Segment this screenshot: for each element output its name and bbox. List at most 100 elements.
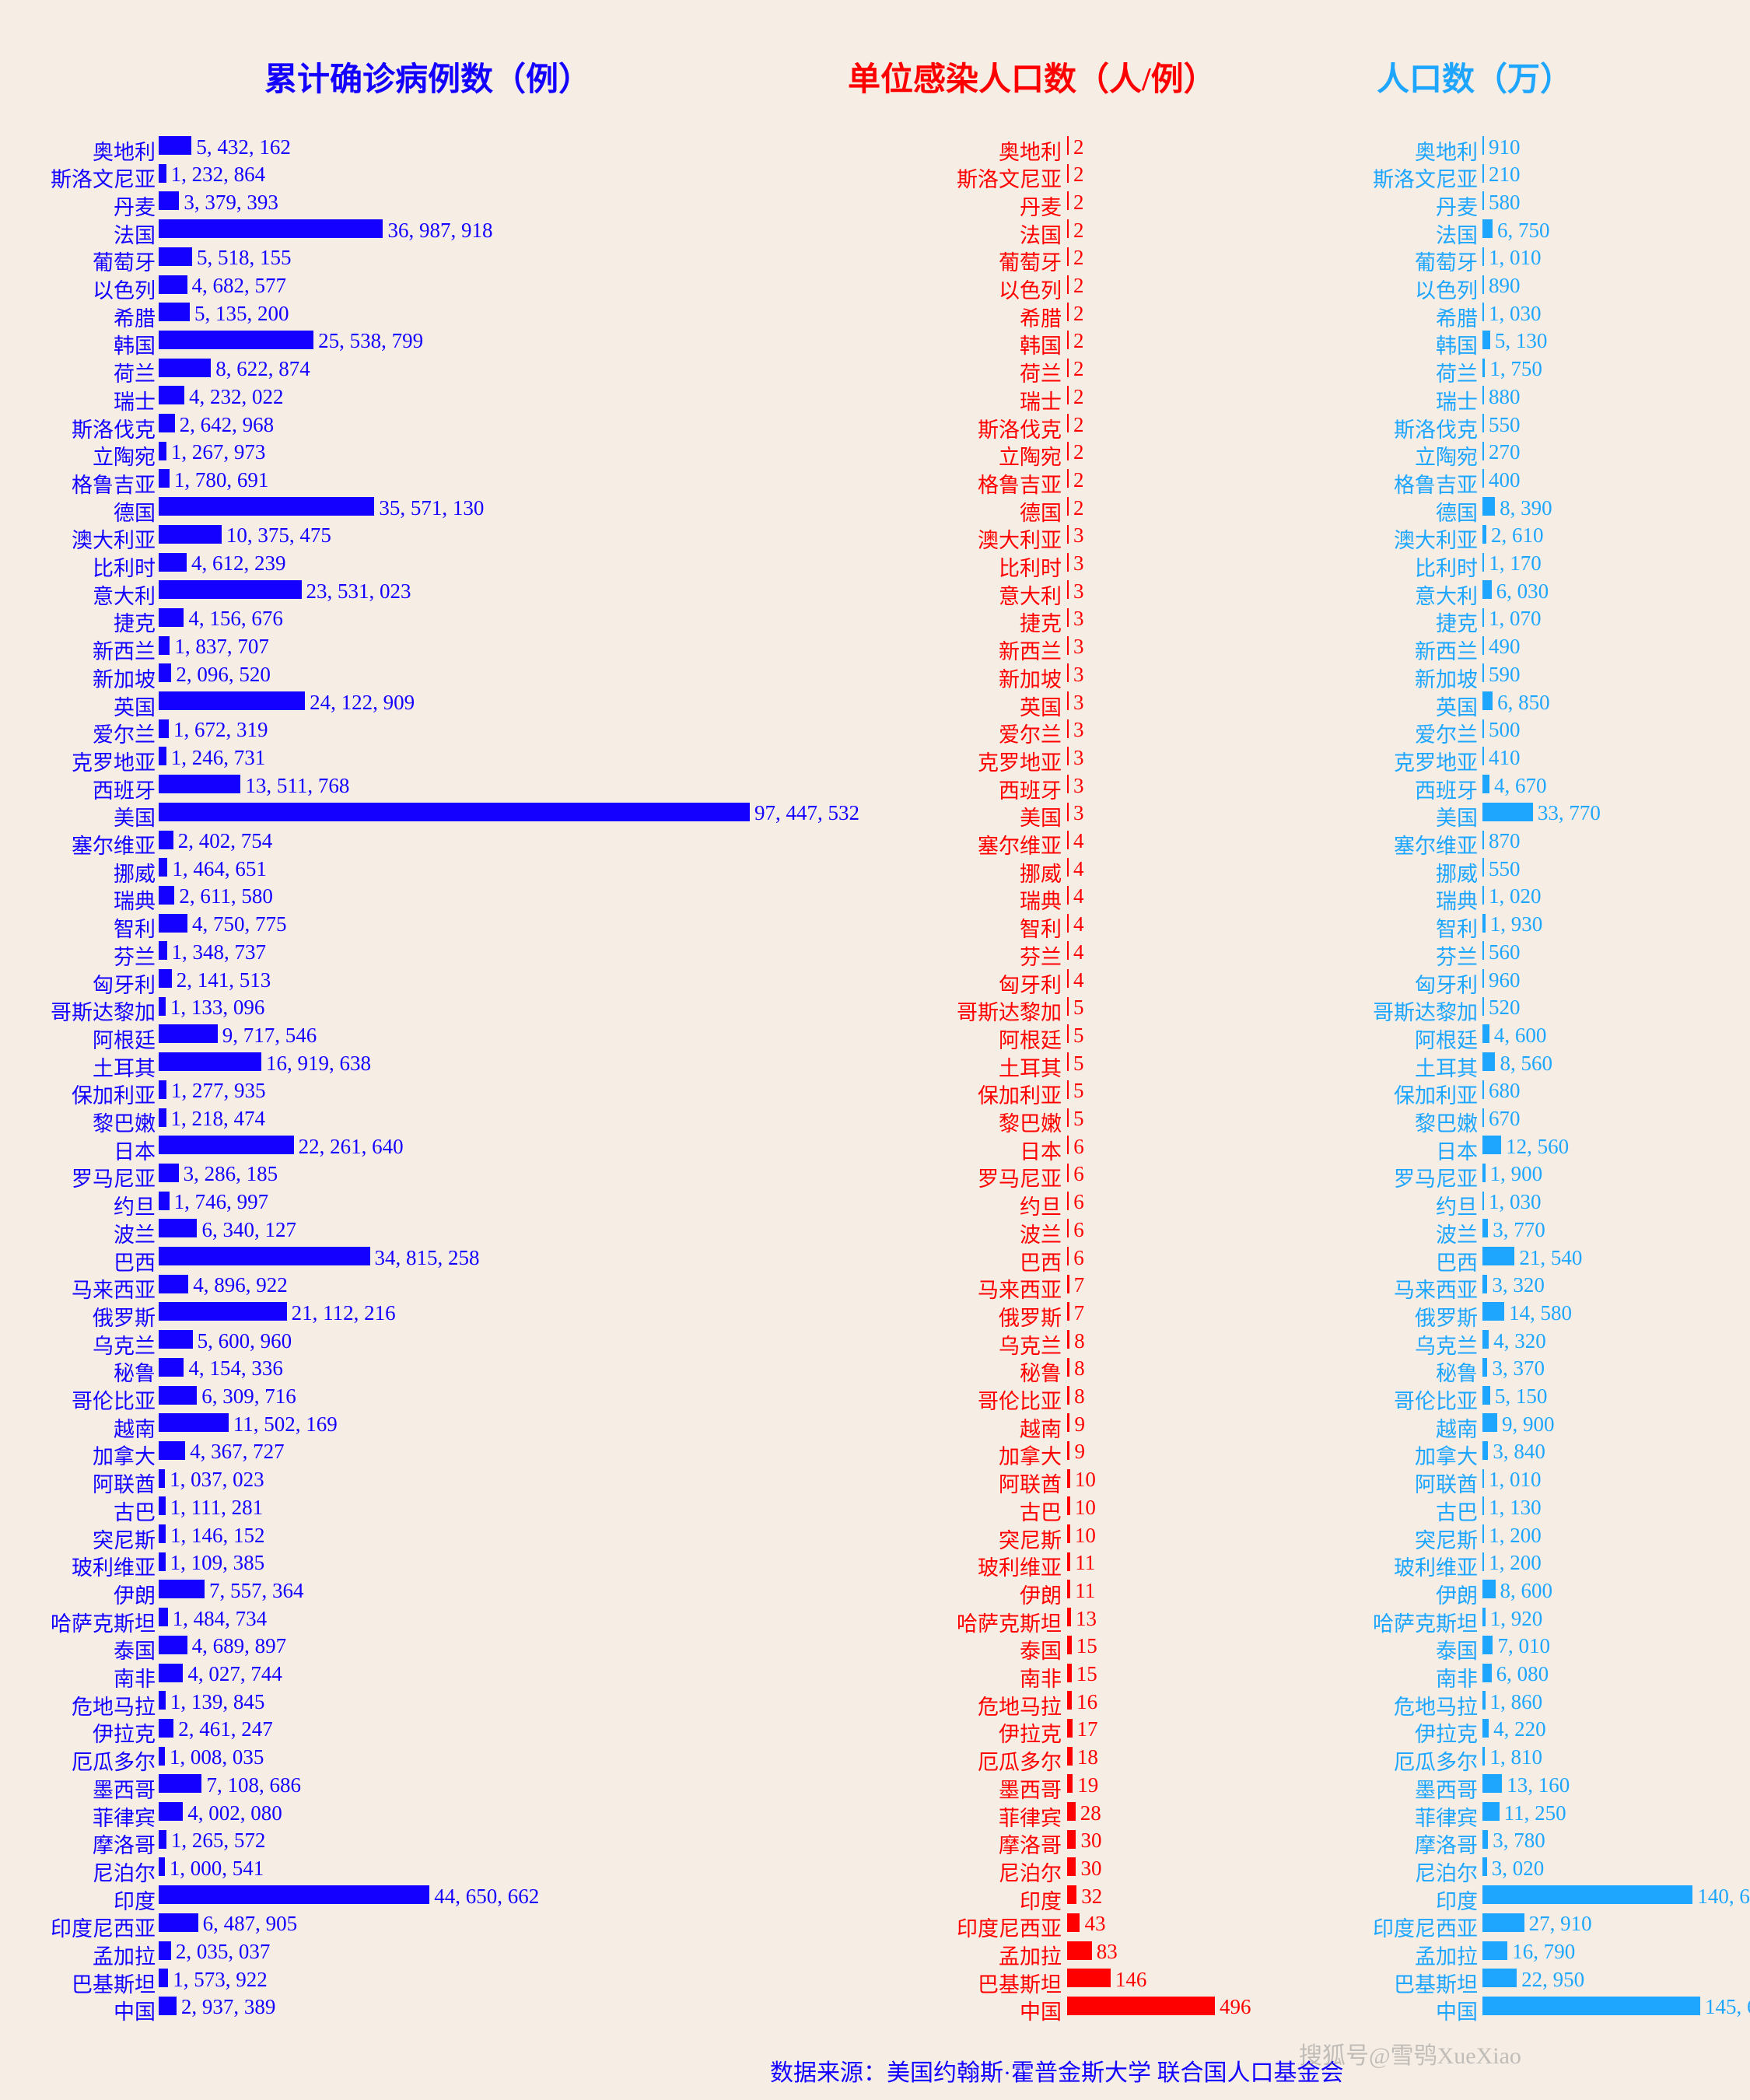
pop-bar bbox=[1482, 1997, 1700, 2015]
pop-bar bbox=[1482, 663, 1484, 682]
pop-label: 阿根廷 bbox=[0, 1024, 1478, 1054]
pop-value: 1, 810 bbox=[1489, 1745, 1542, 1769]
pop-value: 870 bbox=[1489, 829, 1521, 853]
pop-label: 尼泊尔 bbox=[0, 1857, 1478, 1887]
pop-value: 1, 170 bbox=[1489, 551, 1542, 576]
pop-label: 马来西亚 bbox=[0, 1273, 1478, 1304]
pop-value: 580 bbox=[1489, 191, 1521, 215]
pop-bar bbox=[1482, 1192, 1484, 1210]
pop-label: 荷兰 bbox=[0, 357, 1478, 387]
pop-label: 法国 bbox=[0, 219, 1478, 249]
pop-label: 阿联酋 bbox=[0, 1468, 1478, 1498]
pop-label: 哥伦比亚 bbox=[0, 1384, 1478, 1415]
pop-label: 哥斯达黎加 bbox=[0, 996, 1478, 1026]
pop-bar bbox=[1482, 1719, 1489, 1738]
pop-label: 智利 bbox=[0, 912, 1478, 943]
pop-value: 16, 790 bbox=[1512, 1940, 1575, 1964]
pop-label: 克罗地亚 bbox=[0, 746, 1478, 776]
pop-bar bbox=[1482, 1164, 1486, 1182]
pop-bar bbox=[1482, 191, 1484, 210]
pop-value: 1, 030 bbox=[1489, 302, 1542, 326]
pop-value: 1, 860 bbox=[1490, 1690, 1543, 1714]
pop-label: 印度 bbox=[0, 1885, 1478, 1915]
pop-value: 140, 660 bbox=[1697, 1885, 1750, 1909]
pop-label: 西班牙 bbox=[0, 774, 1478, 804]
pop-bar bbox=[1482, 1247, 1514, 1265]
pop-label: 匈牙利 bbox=[0, 968, 1478, 999]
watermark: 搜狐号@雪鸮XueXiao bbox=[1299, 2036, 1521, 2070]
pop-value: 1, 750 bbox=[1489, 357, 1542, 381]
pop-label: 斯洛文尼亚 bbox=[0, 163, 1478, 193]
pop-value: 6, 750 bbox=[1497, 219, 1550, 243]
pop-bar bbox=[1482, 1441, 1488, 1460]
pop-label: 孟加拉 bbox=[0, 1940, 1478, 1970]
pop-value: 145, 680 bbox=[1705, 1995, 1750, 2019]
pop-value: 13, 160 bbox=[1507, 1773, 1570, 1797]
pop-label: 瑞士 bbox=[0, 385, 1478, 415]
pop-label: 希腊 bbox=[0, 302, 1478, 332]
pop-bar bbox=[1482, 1969, 1517, 1987]
pop-bar bbox=[1482, 997, 1484, 1016]
pop-bar bbox=[1482, 1330, 1489, 1349]
pop-bar bbox=[1482, 608, 1484, 627]
pop-value: 590 bbox=[1489, 663, 1521, 687]
pop-label: 保加利亚 bbox=[0, 1079, 1478, 1109]
pop-label: 巴基斯坦 bbox=[0, 1968, 1478, 1998]
pop-value: 960 bbox=[1489, 968, 1521, 992]
pop-label: 哈萨克斯坦 bbox=[0, 1607, 1478, 1637]
pop-bar bbox=[1482, 1413, 1497, 1432]
pop-value: 6, 030 bbox=[1496, 579, 1549, 604]
pop-bar bbox=[1482, 1885, 1692, 1904]
pop-label: 墨西哥 bbox=[0, 1773, 1478, 1804]
pop-value: 3, 370 bbox=[1492, 1356, 1545, 1381]
pop-bar bbox=[1482, 1802, 1500, 1821]
pop-label: 韩国 bbox=[0, 329, 1478, 359]
pop-value: 550 bbox=[1489, 857, 1521, 881]
pop-label: 中国 bbox=[0, 1995, 1478, 2025]
pop-bar bbox=[1482, 1774, 1502, 1793]
pop-label: 立陶宛 bbox=[0, 440, 1478, 471]
pop-label: 挪威 bbox=[0, 857, 1478, 887]
pop-value: 1, 130 bbox=[1489, 1496, 1542, 1520]
pop-value: 4, 670 bbox=[1494, 774, 1547, 798]
pop-label: 比利时 bbox=[0, 551, 1478, 582]
pop-value: 1, 200 bbox=[1489, 1524, 1542, 1548]
pop-bar bbox=[1482, 1275, 1487, 1293]
pop-bar bbox=[1482, 969, 1484, 988]
pop-bar bbox=[1482, 469, 1484, 488]
chart-canvas: 累计确诊病例数（例）单位感染人口数（人/例）人口数（万）奥地利5, 432, 1… bbox=[0, 0, 1750, 2100]
pop-bar bbox=[1482, 136, 1484, 155]
pop-bar bbox=[1482, 1552, 1484, 1571]
pop-bar bbox=[1482, 1608, 1486, 1626]
pop-label: 罗马尼亚 bbox=[0, 1162, 1478, 1192]
pop-bar bbox=[1482, 1080, 1484, 1099]
pop-value: 1, 900 bbox=[1490, 1162, 1543, 1186]
pop-label: 芬兰 bbox=[0, 940, 1478, 971]
pop-bar bbox=[1482, 553, 1484, 572]
pop-value: 5, 150 bbox=[1495, 1384, 1548, 1409]
pop-label: 波兰 bbox=[0, 1218, 1478, 1248]
pop-bar bbox=[1482, 1664, 1492, 1682]
pop-bar bbox=[1482, 525, 1486, 544]
pop-bar bbox=[1482, 1136, 1501, 1154]
pop-bar bbox=[1482, 1580, 1496, 1598]
pop-bar bbox=[1482, 1024, 1489, 1043]
pop-value: 910 bbox=[1489, 135, 1521, 159]
pop-value: 6, 850 bbox=[1497, 691, 1550, 715]
pop-label: 斯洛伐克 bbox=[0, 413, 1478, 443]
pop-bar bbox=[1482, 1302, 1504, 1321]
pop-label: 葡萄牙 bbox=[0, 246, 1478, 276]
pop-bar bbox=[1482, 1496, 1484, 1515]
pop-value: 8, 560 bbox=[1500, 1052, 1552, 1076]
pop-value: 1, 920 bbox=[1490, 1607, 1543, 1631]
pop-value: 560 bbox=[1489, 940, 1521, 964]
pop-label: 格鲁吉亚 bbox=[0, 468, 1478, 499]
pop-value: 1, 200 bbox=[1489, 1551, 1542, 1575]
pop-bar bbox=[1482, 303, 1484, 321]
pop-label: 南非 bbox=[0, 1662, 1478, 1692]
pop-bar bbox=[1482, 858, 1484, 877]
pop-value: 500 bbox=[1489, 718, 1521, 742]
pop-bar bbox=[1482, 691, 1493, 710]
pop-bar bbox=[1482, 164, 1484, 183]
pop-bar bbox=[1482, 219, 1493, 238]
